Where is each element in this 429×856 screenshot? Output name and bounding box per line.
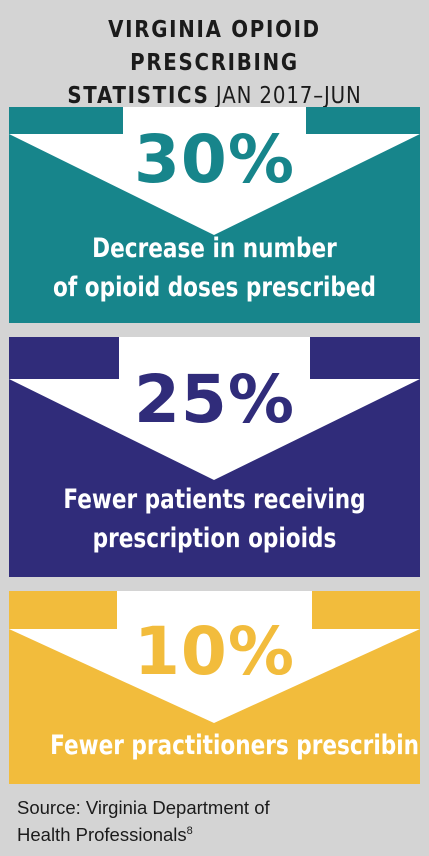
stat-caption-patients: Fewer patients receiving prescription op… xyxy=(50,480,379,558)
stat-percent-practitioners: 10% xyxy=(134,613,295,690)
stat-caption-practitioners-line-1: Fewer practitioners prescribing xyxy=(50,730,420,761)
stat-panel-practitioners: 10% Fewer practitioners prescribing xyxy=(9,591,420,784)
stat-caption-patients-line-2: prescription opioids xyxy=(92,523,337,554)
footnote-ref: 8 xyxy=(186,824,193,837)
infographic: VIRGINIA OPIOID PRESCRIBING STATISTICS J… xyxy=(9,0,420,856)
stat-percent-doses: 30% xyxy=(134,121,295,198)
source-line-1: Source: Virginia Department of xyxy=(17,797,270,818)
title-line-1: VIRGINIA OPIOID PRESCRIBING xyxy=(38,14,391,80)
stat-caption-patients-line-1: Fewer patients receiving xyxy=(63,484,366,515)
down-arrow-icon xyxy=(9,337,420,480)
stat-caption-doses-line-2: of opioid doses prescribed xyxy=(53,272,376,303)
title-bold-line-2: STATISTICS xyxy=(67,83,210,109)
stat-percent-patients: 25% xyxy=(134,361,295,438)
down-arrow-icon xyxy=(9,107,420,235)
source-line-2-text: Health Professionals xyxy=(17,824,187,845)
stat-caption-doses-line-1: Decrease in number xyxy=(92,233,337,264)
stat-panel-doses: 30% Decrease in number of opioid doses p… xyxy=(9,107,420,323)
source-line-2: Health Professionals8 xyxy=(17,821,417,848)
stat-caption-practitioners: Fewer practitioners prescribing xyxy=(50,726,420,765)
stat-caption-doses: Decrease in number of opioid doses presc… xyxy=(50,229,379,307)
title-bold-line-1: VIRGINIA OPIOID PRESCRIBING xyxy=(108,17,321,76)
source-note: Source: Virginia Department of Health Pr… xyxy=(17,794,417,848)
down-arrow-icon xyxy=(9,591,420,723)
stat-panel-patients: 25% Fewer patients receiving prescriptio… xyxy=(9,337,420,577)
